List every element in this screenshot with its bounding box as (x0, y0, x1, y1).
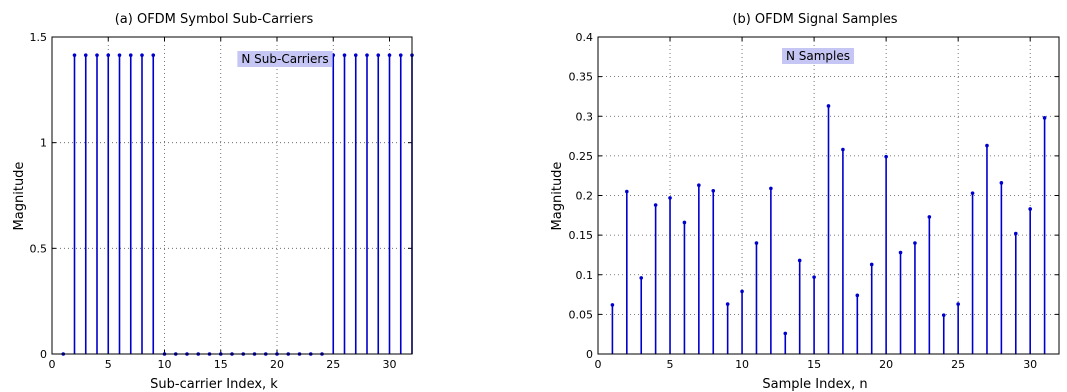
panel-b-stem-marker (697, 183, 701, 187)
panel-a-stem-marker (376, 53, 381, 57)
panel-a-subcarriers: (a) OFDM Symbol Sub-Carriers Sub-carrier… (12, 12, 414, 392)
panel-b-stem-marker (913, 241, 917, 245)
panel-b-ytick-label: 0.35 (569, 71, 594, 84)
panel-b-grid (598, 37, 1059, 354)
panel-b-stem-marker (812, 275, 816, 279)
panel-a-stem-marker (140, 53, 144, 57)
panel-a-stem-marker (151, 53, 156, 57)
panel-b-stem-marker (1042, 116, 1047, 120)
panel-b-ytick-label: 0.2 (576, 190, 594, 203)
panel-b-ytick-label: 0.25 (569, 150, 594, 163)
panel-b-xtick-label: 5 (667, 358, 674, 371)
panel-b-stem-marker (725, 302, 730, 306)
panel-b-ytick-label: 0.1 (576, 269, 594, 282)
panel-a-stem-marker (398, 53, 403, 57)
panel-b-stem-marker (783, 331, 788, 336)
panel-b-annotation-text: N Samples (786, 49, 850, 63)
panel-a-stem-marker (106, 53, 111, 57)
panel-a-ytick-label: 0.5 (30, 242, 48, 255)
panel-a-stem-marker (128, 53, 133, 57)
panel-a-axes-box (51, 36, 413, 355)
panel-a-stem-marker (365, 53, 369, 57)
panel-b-stem-marker (639, 276, 644, 280)
panel-b-samples: (b) OFDM Signal Samples Sample Index, n … (550, 12, 1060, 392)
panel-a-stem-marker (72, 53, 77, 57)
panel-a-ytick-label: 1 (40, 137, 47, 150)
panel-b-xtick-label: 25 (951, 358, 965, 371)
panel-a-xtick-label: 20 (270, 358, 284, 371)
panel-a-stem-marker (342, 53, 347, 57)
panel-b-ylabel: Magnitude (550, 162, 565, 231)
panel-b-xtick-label: 10 (735, 358, 749, 371)
panel-b-stem-marker (610, 303, 615, 307)
panel-a-xlabel: Sub-carrier Index, k (150, 377, 278, 392)
panel-b-stem-marker (625, 189, 629, 194)
panel-a-xtick-label: 15 (214, 358, 228, 371)
panel-a-title: (a) OFDM Symbol Sub-Carriers (115, 12, 314, 27)
panel-b-annotation: N Samples (781, 48, 855, 64)
panel-a-xtick-label: 5 (105, 358, 112, 371)
panel-a-ylabel: Magnitude (12, 162, 27, 231)
panel-a-annotation: N Sub-Carriers (237, 51, 333, 67)
panel-b-stem-marker (1013, 231, 1018, 236)
panel-a-xtick-label: 10 (158, 358, 172, 371)
panel-b-xtick-label: 30 (1023, 358, 1037, 371)
panel-b-stem-marker (927, 215, 932, 219)
panel-b-stem-marker (841, 147, 845, 152)
panel-a-stem-marker (353, 53, 358, 57)
panel-b-stems (610, 104, 1047, 354)
panel-b-xlabel: Sample Index, n (762, 377, 867, 392)
panel-b-ytick-label: 0.05 (569, 308, 594, 321)
panel-a-xtick-label: 30 (383, 358, 397, 371)
panel-b-ytick-label: 0.15 (569, 229, 594, 242)
panel-a-grid (52, 37, 412, 354)
panel-a-annotation-bg (237, 51, 333, 67)
panel-b-stem-marker (869, 262, 874, 267)
panel-b-stem-marker (956, 302, 960, 306)
panel-b-stem-marker (769, 186, 773, 191)
panel-b-stem-marker (711, 188, 716, 193)
panel-b-xtick-label: 20 (879, 358, 893, 371)
panel-b-ytick-label: 0.3 (576, 110, 594, 123)
panel-b-stem-marker (855, 293, 860, 298)
panel-b-stem-marker (985, 143, 989, 148)
panel-b-stem-marker (1028, 207, 1032, 211)
panel-b-stem-marker (682, 220, 687, 225)
panel-b-ytick-label: 0 (586, 348, 593, 361)
panel-b-stem-marker (740, 289, 744, 294)
panel-b-stem-marker (754, 241, 759, 245)
panel-a-xtick-label: 25 (326, 358, 340, 371)
panel-a-stems (61, 53, 414, 356)
panel-b-stem-marker (970, 191, 975, 195)
panel-b-xtick-label: 15 (807, 358, 821, 371)
panel-a-stem-marker (95, 53, 99, 57)
panel-b-stem-marker (826, 104, 831, 108)
panel-b-stem-marker (668, 196, 672, 200)
panel-b-ytick-label: 0.4 (576, 31, 594, 44)
panel-b-stem-marker (797, 258, 802, 263)
panel-a-ytick-label: 1.5 (30, 31, 48, 44)
panel-b-stem-marker (941, 313, 946, 317)
panel-b-annotation-bg (781, 48, 855, 64)
panel-b-axes-box (597, 36, 1060, 355)
panel-a-stem-marker (117, 53, 122, 57)
panel-b-ticks: 0 5 10 15 20 25 30 0 0.05 0.1 0.15 0.2 0.25 0.3 0.35 0.… (569, 31, 1059, 371)
panel-a-xtick-label: 0 (49, 358, 56, 371)
panel-b-stem-marker (999, 181, 1004, 185)
panel-b-stem-marker (653, 203, 658, 207)
panel-a-annotation-text: N Sub-Carriers (241, 52, 328, 66)
panel-a-stem-marker (83, 53, 88, 57)
panel-b-title: (b) OFDM Signal Samples (732, 12, 897, 27)
panel-b-xtick-label: 0 (595, 358, 602, 371)
panel-a-ytick-label: 0 (40, 348, 47, 361)
panel-b-stem-marker (898, 250, 903, 255)
panel-a-stem-marker (387, 53, 392, 57)
panel-b-stem-marker (884, 154, 888, 159)
panel-a-ticks: 0 5 10 15 20 25 30 0 0.5 1 1.5 (30, 31, 412, 371)
